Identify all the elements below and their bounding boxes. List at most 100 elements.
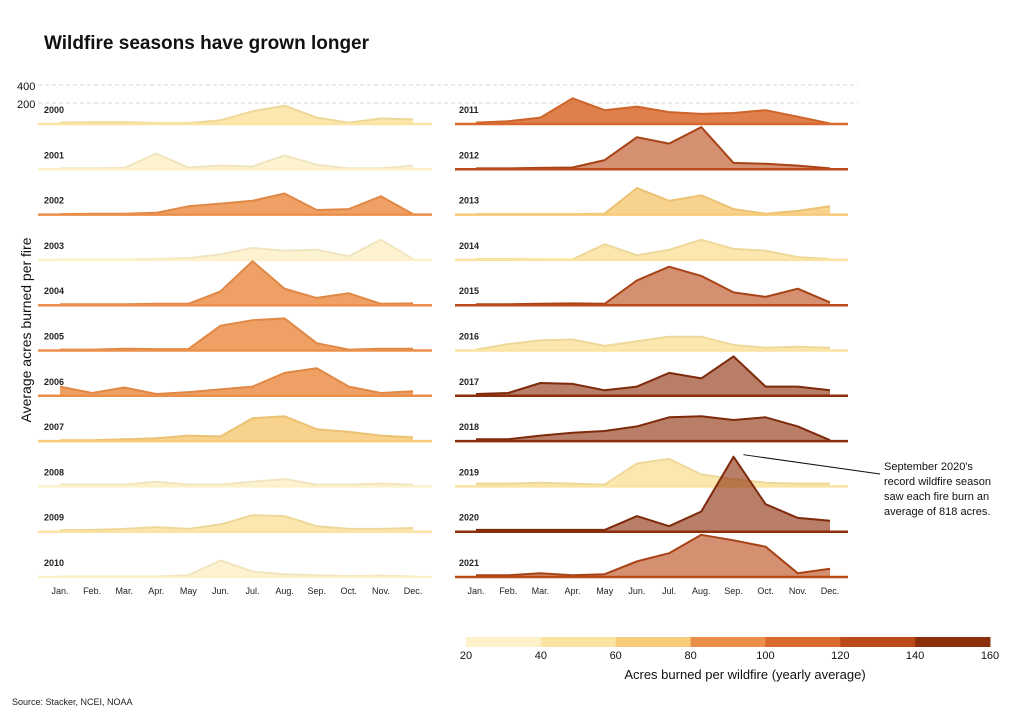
line-2019 [476, 457, 830, 486]
y-reference-tick-400: 400 [17, 81, 35, 93]
area-2020 [476, 456, 830, 532]
panel-2020: 2020 [455, 455, 848, 533]
month-label-left-11: Dec. [404, 586, 423, 596]
month-label-right-0: Jan. [467, 586, 484, 596]
y-axis-label: Average acres burned per fire [18, 237, 34, 422]
area-2004 [60, 261, 413, 306]
annotation-line-4: average of 818 acres. [884, 506, 990, 518]
panel-2010: 2010 [38, 558, 432, 579]
line-2018 [476, 415, 831, 442]
year-label-2008: 2008 [44, 467, 64, 477]
panel-2000: 2000 [38, 104, 432, 126]
legend-swatch-5 [840, 637, 916, 647]
line-2008 [60, 478, 414, 486]
panel-2013: 2013 [455, 187, 848, 216]
panel-2018: 2018 [455, 415, 848, 443]
month-label-left-2: Mar. [115, 586, 133, 596]
year-label-2009: 2009 [44, 513, 64, 523]
line-2012 [476, 126, 831, 170]
area-2019 [476, 458, 830, 487]
year-label-2020: 2020 [459, 513, 479, 523]
color-legend: 20 40 60 80 100 120 140 160 [460, 637, 999, 662]
month-label-right-3: Apr. [564, 586, 580, 596]
legend-swatch-2 [615, 637, 692, 647]
panel-2006: 2006 [38, 367, 432, 398]
month-label-left-8: Sep. [307, 586, 326, 596]
area-2012 [476, 127, 830, 170]
year-label-2003: 2003 [44, 241, 64, 251]
line-2009 [59, 514, 414, 532]
line-2020 [476, 455, 831, 531]
year-label-2017: 2017 [459, 377, 479, 387]
month-label-right-4: May [596, 586, 614, 596]
year-label-2004: 2004 [44, 286, 64, 296]
month-label-right-9: Oct. [757, 586, 774, 596]
panel-2016: 2016 [455, 332, 848, 352]
panel-2002: 2002 [38, 192, 432, 216]
annotation: September 2020's record wildfire season … [743, 454, 991, 518]
panel-2004: 2004 [38, 260, 432, 307]
area-2015 [476, 266, 830, 306]
legend-tick-120: 120 [831, 650, 849, 662]
small-multiples: 2000 2001 2002 2003 2004 2005 2006 2007 2008 2009… [38, 97, 848, 579]
y-reference-tick-200: 200 [17, 99, 35, 111]
year-label-2013: 2013 [459, 196, 479, 206]
area-2017 [476, 356, 830, 396]
year-label-2021: 2021 [459, 558, 479, 568]
legend-tick-160: 160 [981, 650, 999, 662]
panel-2012: 2012 [455, 126, 848, 171]
legend-tick-60: 60 [610, 650, 622, 662]
area-2002 [60, 193, 413, 215]
year-label-2012: 2012 [459, 150, 479, 160]
month-label-right-1: Feb. [499, 586, 517, 596]
month-label-left-3: Apr. [148, 586, 164, 596]
line-2006 [59, 367, 414, 395]
line-2016 [475, 335, 831, 351]
legend-swatch-6 [915, 637, 991, 647]
line-2021 [476, 533, 831, 577]
annotation-line-1: September 2020's [884, 461, 973, 473]
month-label-right-8: Sep. [724, 586, 743, 596]
legend-tick-80: 80 [684, 650, 696, 662]
month-label-left-10: Nov. [372, 586, 390, 596]
month-label-right-2: Mar. [532, 586, 550, 596]
month-label-left-7: Aug. [275, 586, 294, 596]
legend-tick-40: 40 [535, 650, 547, 662]
panel-2008: 2008 [38, 467, 432, 488]
area-2008 [60, 479, 413, 487]
panel-2011: 2011 [455, 97, 848, 126]
legend-tick-20: 20 [460, 650, 472, 662]
month-label-right-11: Dec. [821, 586, 840, 596]
line-2015 [476, 265, 831, 306]
area-2018 [476, 416, 830, 442]
area-2010 [60, 560, 413, 577]
year-label-2007: 2007 [44, 422, 64, 432]
area-2014 [476, 239, 830, 260]
legend-swatch-0 [466, 637, 542, 647]
line-2000 [59, 104, 414, 125]
month-label-left-9: Oct. [341, 586, 358, 596]
source-note: Source: Stacker, NCEI, NOAA [12, 697, 133, 707]
legend-title: Acres burned per wildfire (yearly averag… [624, 667, 865, 682]
annotation-line-3: saw each fire burn an [884, 491, 989, 503]
panel-2017: 2017 [455, 355, 848, 398]
month-label-left-6: Jul. [245, 586, 259, 596]
year-label-2010: 2010 [44, 558, 64, 568]
panel-2021: 2021 [455, 533, 848, 579]
line-2001 [60, 152, 414, 170]
panel-2005: 2005 [38, 317, 432, 352]
year-label-2016: 2016 [459, 332, 479, 342]
area-2003 [60, 239, 413, 260]
year-label-2018: 2018 [459, 422, 479, 432]
year-label-2005: 2005 [44, 332, 64, 342]
year-label-2000: 2000 [44, 105, 64, 115]
year-label-2015: 2015 [459, 286, 479, 296]
area-2006 [60, 368, 413, 396]
month-axes: Jan. Feb. Mar. Apr. May Jun. Jul. Aug. Sep. Oct. N… [51, 586, 839, 596]
year-label-2019: 2019 [459, 467, 479, 477]
line-2007 [60, 415, 414, 442]
line-2011 [475, 97, 831, 125]
annotation-line-2: record wildfire season [884, 476, 991, 488]
area-2011 [476, 98, 830, 124]
